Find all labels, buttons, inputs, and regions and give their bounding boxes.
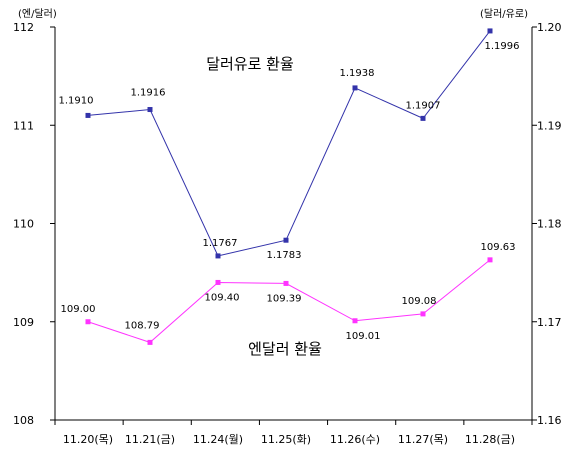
y-right-tick-label: 1.17 xyxy=(537,316,562,329)
y-left-unit: (엔/달러) xyxy=(18,8,57,20)
x-tick-label: 11.27(목) xyxy=(398,433,448,446)
data-point xyxy=(283,280,289,286)
data-label: 109.40 xyxy=(205,292,240,303)
data-point xyxy=(420,311,426,317)
y-left-tick-label: 111 xyxy=(13,119,34,132)
series-layer: 1.1910 1.1916 1.1767 1.1783 1.1938 1.1907 1.19… xyxy=(59,28,520,358)
data-point xyxy=(487,28,493,34)
data-point xyxy=(215,279,221,285)
x-tick-label: 11.25(화) xyxy=(261,433,311,446)
y-right-tick-label: 1.18 xyxy=(537,218,562,231)
data-label: 109.01 xyxy=(346,331,381,342)
data-label: 1.1996 xyxy=(485,41,520,52)
data-label: 109.63 xyxy=(481,242,516,253)
data-point xyxy=(283,237,289,243)
data-point xyxy=(147,107,153,113)
data-label: 108.79 xyxy=(125,320,160,331)
data-point xyxy=(352,85,358,91)
y-right-unit: (달러/유로) xyxy=(480,8,528,20)
y-right-tick-label: 1.19 xyxy=(537,119,562,132)
data-label: 109.00 xyxy=(61,304,96,315)
data-label: 1.1767 xyxy=(203,238,238,249)
series-title: 달러유로 환율 xyxy=(206,55,294,73)
data-label: 1.1916 xyxy=(131,88,166,99)
y-left-tick-label: 108 xyxy=(13,414,34,427)
data-label: 1.1910 xyxy=(59,95,94,106)
data-point xyxy=(85,112,91,118)
series-title: 엔달러 환율 xyxy=(248,340,322,358)
y-right-tick-label: 1.20 xyxy=(537,21,562,34)
data-label: 109.08 xyxy=(402,296,437,307)
x-tick-label: 11.24(월) xyxy=(193,433,243,446)
data-point xyxy=(352,318,358,324)
data-label: 109.39 xyxy=(267,293,302,304)
data-point xyxy=(85,319,91,325)
x-tick-label: 11.21(금) xyxy=(125,433,175,446)
data-label: 1.1938 xyxy=(340,68,375,79)
data-label: 1.1783 xyxy=(267,250,302,261)
axes: (엔/달러) (달러/유로) 108 109 110 111 112 1.16 1.17 1.18… xyxy=(13,8,562,446)
y-left-tick-label: 109 xyxy=(13,316,34,329)
y-right-tick-label: 1.16 xyxy=(537,414,562,427)
data-point xyxy=(215,253,221,259)
data-point xyxy=(420,115,426,121)
x-tick-label: 11.26(수) xyxy=(330,433,380,446)
y-left-tick-label: 112 xyxy=(13,21,34,34)
data-point xyxy=(487,257,493,263)
y-left-tick-label: 110 xyxy=(13,218,34,231)
data-label: 1.1907 xyxy=(406,100,441,111)
x-tick-label: 11.28(금) xyxy=(465,433,515,446)
x-tick-label: 11.20(목) xyxy=(63,433,113,446)
data-point xyxy=(147,339,153,345)
